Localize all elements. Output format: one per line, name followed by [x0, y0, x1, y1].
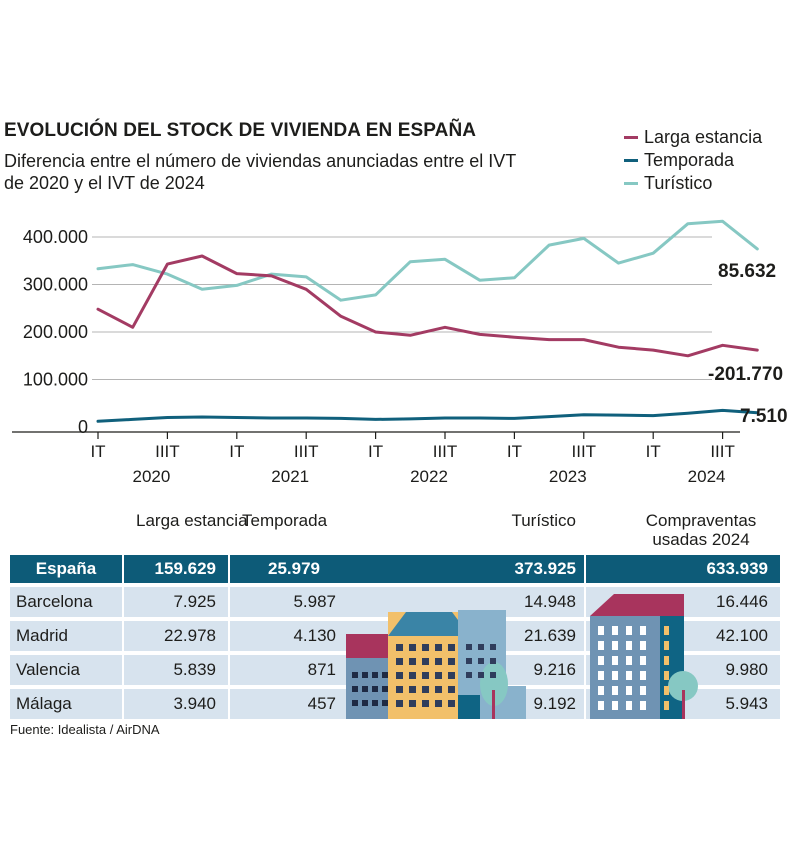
column-separator [122, 621, 124, 651]
chart-title: EVOLUCIÓN DEL STOCK DE VIVIENDA EN ESPAÑ… [4, 120, 477, 141]
cell-compraventas: 9.980 [725, 660, 768, 679]
cell-temporada: 25.979 [268, 559, 320, 578]
year-label: 2020 [132, 467, 170, 486]
table-row: Valencia 5.839 871 9.216 9.980 [10, 655, 780, 685]
x-tick-label: IT [90, 442, 105, 461]
y-tick-label: 300.000 [23, 275, 88, 295]
table-row-total: España 159.629 25.979 373.925 633.939 [10, 555, 780, 583]
table-row: Madrid 22.978 4.130 21.639 42.100 [10, 621, 780, 651]
cell-turistico: 14.948 [524, 592, 576, 611]
column-separator [122, 655, 124, 685]
table-row: Málaga 3.940 457 9.192 5.943 [10, 689, 780, 719]
legend-swatch-temporada [624, 159, 638, 162]
data-table: Larga estancia Temporada Turístico Compr… [10, 505, 780, 719]
x-tick-label: IIIT [433, 442, 458, 461]
cell-compraventas: 16.446 [716, 592, 768, 611]
legend-label-larga: Larga estancia [644, 127, 763, 147]
x-tick-label: IIIT [710, 442, 735, 461]
end-value-label: 85.632 [718, 261, 776, 282]
chart-subtitle: Diferencia entre el número de viviendas … [4, 151, 516, 193]
legend-swatch-turistico [624, 182, 638, 185]
table-body: España 159.629 25.979 373.925 633.939 Barcelo… [10, 555, 780, 719]
column-separator [584, 555, 586, 583]
cell-name: Madrid [16, 626, 68, 645]
col-header-larga: Larga estancia [136, 511, 248, 530]
cell-compraventas: 42.100 [716, 626, 768, 645]
column-separator [228, 621, 230, 651]
cell-larga: 22.978 [164, 626, 216, 645]
y-tick-label: 100.000 [23, 370, 88, 390]
legend-label-temporada: Temporada [644, 150, 735, 170]
cell-turistico: 21.639 [524, 626, 576, 645]
cell-name: Barcelona [16, 592, 93, 611]
table-header: Larga estancia Temporada Turístico Compr… [10, 505, 780, 555]
series-line-larga-estancia [96, 254, 759, 358]
table-row: Barcelona 7.925 5.987 14.948 16.446 [10, 587, 780, 617]
cell-larga: 3.940 [173, 694, 216, 713]
series-line-temporada [96, 408, 759, 423]
col-header-compraventas: Compraventas usadas 2024 [645, 511, 757, 549]
column-separator [228, 555, 230, 583]
column-separator [228, 587, 230, 617]
cell-name: Málaga [16, 694, 72, 713]
column-separator [122, 555, 124, 583]
legend-item-turistico: Turístico [624, 172, 762, 195]
source-note: Fuente: Idealista / AirDNA [10, 722, 160, 737]
cell-compraventas: 633.939 [706, 559, 768, 578]
x-tick-label: IIIT [572, 442, 597, 461]
legend-item-temporada: Temporada [624, 149, 762, 172]
cell-compraventas: 5.943 [725, 694, 768, 713]
year-label: 2023 [549, 467, 587, 486]
y-tick-label: 400.000 [23, 227, 88, 247]
legend-label-turistico: Turístico [644, 173, 713, 193]
cell-temporada: 4.130 [293, 626, 336, 645]
cell-temporada: 5.987 [293, 592, 336, 611]
year-label: 2021 [271, 467, 309, 486]
x-tick-label: IIIT [155, 442, 180, 461]
cell-larga: 7.925 [173, 592, 216, 611]
cell-name: España [35, 559, 97, 578]
col-header-turistico: Turístico [511, 511, 576, 530]
cell-turistico: 373.925 [514, 559, 576, 578]
cell-larga: 159.629 [154, 559, 216, 578]
year-label: 2024 [688, 467, 726, 486]
cell-temporada: 457 [307, 694, 336, 713]
column-separator [122, 689, 124, 719]
column-separator [584, 655, 586, 685]
x-tick-label: IT [646, 442, 661, 461]
column-separator [228, 655, 230, 685]
end-value-label: 7.510 [740, 406, 788, 427]
end-value-label: -201.770 [708, 364, 783, 385]
cell-turistico: 9.216 [533, 660, 576, 679]
cell-larga: 5.839 [173, 660, 216, 679]
x-tick-label: IT [368, 442, 383, 461]
cell-temporada: 871 [307, 660, 336, 679]
col-header-temporada: Temporada [242, 511, 328, 530]
x-tick-label: IT [229, 442, 244, 461]
column-separator [122, 587, 124, 617]
y-tick-label: 0 [78, 417, 88, 437]
column-separator [584, 621, 586, 651]
column-separator [584, 689, 586, 719]
legend-item-larga: Larga estancia [624, 126, 762, 149]
year-label: 2022 [410, 467, 448, 486]
x-tick-label: IT [507, 442, 522, 461]
x-tick-label: IIIT [294, 442, 319, 461]
column-separator [584, 587, 586, 617]
series-line-turistico [96, 219, 759, 302]
column-separator [228, 689, 230, 719]
y-tick-label: 200.000 [23, 322, 88, 342]
cell-name: Valencia [16, 660, 80, 679]
legend-swatch-larga [624, 136, 638, 139]
cell-turistico: 9.192 [533, 694, 576, 713]
legend: Larga estancia Temporada Turístico [624, 126, 762, 195]
